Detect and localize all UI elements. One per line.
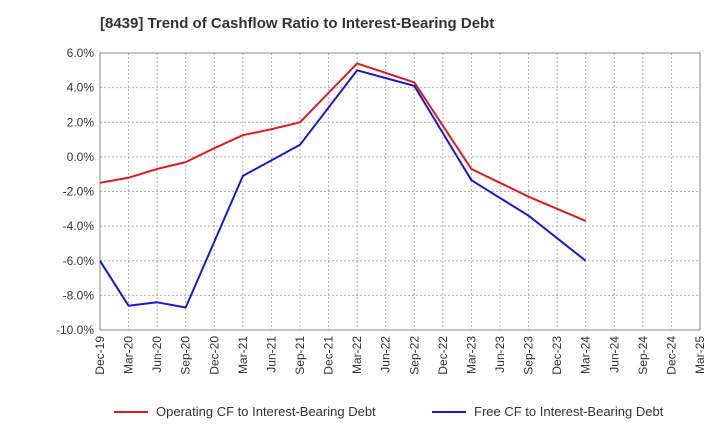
legend-swatch-operating-cf (114, 410, 148, 413)
y-tick-label: 6.0% (67, 46, 95, 60)
x-tick-label: Jun-20 (150, 336, 164, 373)
legend-item-free-cf: Free CF to Interest-Bearing Debt (432, 404, 663, 419)
x-tick-label: Jun-23 (493, 336, 507, 373)
plot-border (99, 52, 701, 331)
series-line-operating-cf (99, 62, 587, 222)
legend-label-free-cf: Free CF to Interest-Bearing Debt (474, 404, 664, 419)
x-tick-label: Mar-24 (579, 336, 593, 374)
x-tick-label: Mar-23 (464, 336, 478, 374)
y-tick-label: -10.0% (56, 323, 94, 337)
legend: Operating CF to Interest-Bearing Debt Fr… (0, 404, 720, 426)
y-tick-label: 4.0% (67, 81, 95, 95)
x-tick-label: Dec-24 (664, 336, 678, 375)
x-tick-label: Jun-24 (607, 336, 621, 373)
x-tick-label: Dec-21 (322, 336, 336, 375)
x-tick-label: Sep-24 (636, 336, 650, 375)
x-tick-label: Mar-21 (236, 336, 250, 374)
x-tick-label: Sep-21 (293, 336, 307, 375)
y-tick-label: 2.0% (67, 115, 95, 129)
y-tick-label: -6.0% (63, 254, 95, 268)
y-tick-label: 0.0% (67, 150, 95, 164)
legend-item-operating-cf: Operating CF to Interest-Bearing Debt (114, 404, 376, 419)
x-tick-label: Mar-22 (350, 336, 364, 374)
x-tick-label: Dec-20 (207, 336, 221, 375)
chart-title: [8439] Trend of Cashflow Ratio to Intere… (100, 15, 495, 32)
y-tick-label: -4.0% (63, 219, 95, 233)
x-tick-label: Sep-22 (407, 336, 421, 375)
legend-label-operating-cf: Operating CF to Interest-Bearing Debt (156, 404, 376, 419)
y-tick-label: -8.0% (63, 288, 95, 302)
x-tick-label: Sep-20 (179, 336, 193, 375)
x-tick-label: Jun-21 (264, 336, 278, 373)
x-tick-label: Sep-23 (522, 336, 536, 375)
x-tick-label: Mar-20 (122, 336, 136, 374)
y-tick-label: -2.0% (63, 185, 95, 199)
x-tick-label: Dec-23 (550, 336, 564, 375)
x-tick-label: Mar-25 (693, 336, 707, 374)
legend-swatch-free-cf (432, 410, 466, 413)
series-line-free-cf (99, 69, 587, 309)
x-tick-label: Jun-22 (379, 336, 393, 373)
x-tick-label: Dec-19 (93, 336, 107, 375)
x-tick-label: Dec-22 (436, 336, 450, 375)
